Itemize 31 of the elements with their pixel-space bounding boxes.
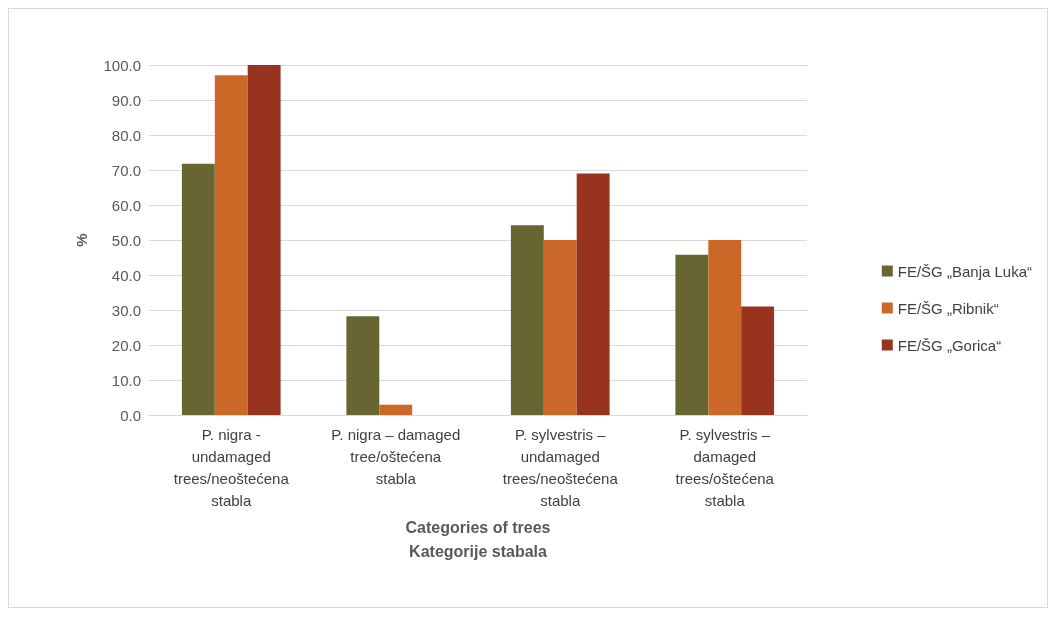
x-tick-label: P. sylvestris – undamaged trees/neoštećena stabla <box>502 425 619 509</box>
x-axis-title: Categories of trees Kategorije stabala <box>405 519 551 561</box>
y-tick-label: 20.0 <box>111 336 141 354</box>
bar <box>708 240 742 415</box>
y-tick-label: 70.0 <box>111 161 141 179</box>
legend-label: FE/ŠG „Banja Luka“ <box>897 262 1033 280</box>
y-tick-label: 90.0 <box>111 91 141 109</box>
y-tick-label: 30.0 <box>111 301 141 319</box>
bar <box>181 163 215 415</box>
x-tick-label: P. nigra – damaged tree/oštećena stabla <box>331 425 461 487</box>
bar <box>214 75 248 415</box>
y-axis-title: % <box>73 233 90 247</box>
y-tick-label: 10.0 <box>111 371 141 389</box>
bar <box>741 306 775 415</box>
y-tick-label: 60.0 <box>111 196 141 214</box>
bar <box>675 254 709 415</box>
bar <box>543 240 577 415</box>
y-tick-label: 40.0 <box>111 266 141 284</box>
bar <box>379 404 413 415</box>
bar <box>510 225 544 415</box>
y-tick-label: 0.0 <box>120 406 141 424</box>
legend-label: FE/ŠG „Ribnik“ <box>897 299 999 317</box>
y-tick-label: 80.0 <box>111 126 141 144</box>
y-tick-label: 50.0 <box>111 231 141 249</box>
bar <box>346 316 380 415</box>
x-tick-label: P. nigra - undamaged trees/neoštećena stabla <box>173 425 290 509</box>
y-tick-label: 100.0 <box>103 56 141 74</box>
x-tick-label: P. sylvestris – damaged trees/oštećena stabla <box>675 425 775 509</box>
bar <box>576 173 610 415</box>
legend-label: FE/ŠG „Gorica“ <box>897 336 1002 354</box>
bar <box>247 65 281 415</box>
